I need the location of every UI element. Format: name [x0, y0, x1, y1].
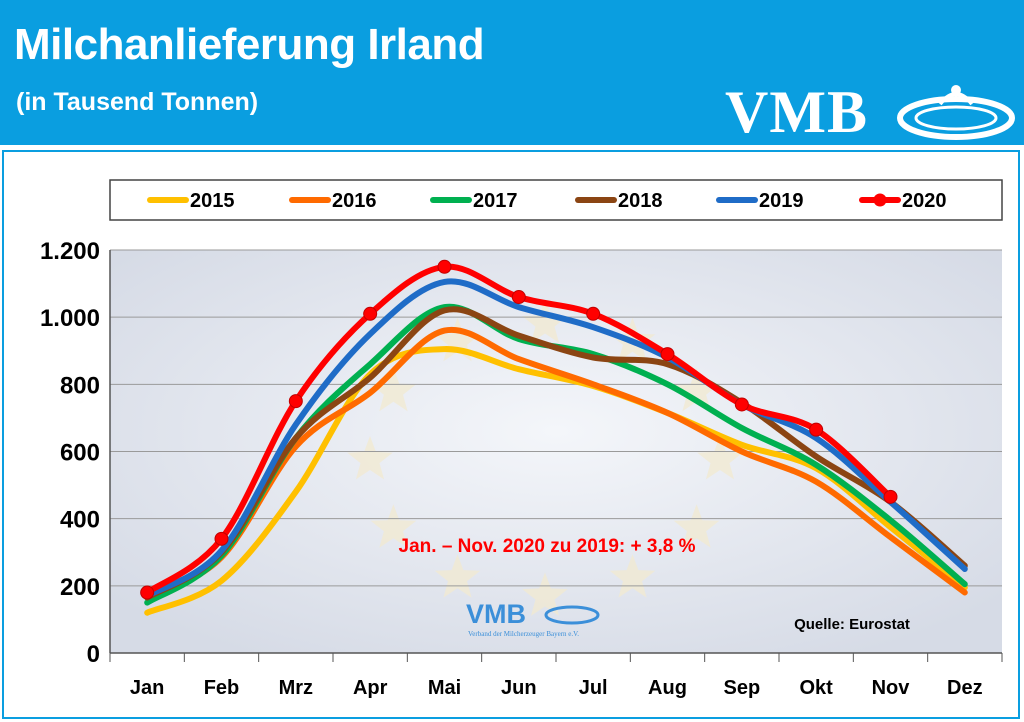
eu-star — [697, 436, 743, 480]
eu-star — [522, 299, 568, 343]
eu-star — [370, 504, 417, 548]
data-point-2020 — [660, 347, 675, 362]
series-line-2020 — [144, 263, 894, 596]
x-axis-tick-labels: Jan Feb Mrz Apr Mai Jun Jul Aug Sep Okt Nov Dez — [130, 677, 983, 699]
data-point-2020 — [809, 422, 824, 437]
watermark-logo-text: VMB — [466, 599, 526, 629]
x-tick-label: Dez — [947, 677, 983, 699]
series-line-2019 — [144, 278, 968, 599]
legend-item-2018: 2018 — [575, 190, 663, 212]
x-tick-label: Jan — [130, 677, 164, 699]
y-tick-label: 0 — [87, 641, 100, 668]
x-tick-label: Feb — [204, 677, 240, 699]
data-point-2020 — [511, 290, 526, 305]
data-point-2020 — [363, 306, 378, 321]
data-point-2020 — [586, 306, 601, 321]
chart-title: Milchanlieferung Irland — [14, 20, 485, 69]
y-tick-label: 600 — [60, 440, 100, 467]
x-tick-label: Aug — [648, 677, 687, 699]
legend-item-2020: 2020 — [859, 190, 947, 212]
x-tick-label: Sep — [723, 677, 760, 699]
data-point-2020 — [734, 397, 749, 412]
eu-star — [370, 367, 417, 412]
legend-label: 2015 — [190, 190, 235, 212]
comparison-annotation: Jan. – Nov. 2020 zu 2019: + 3,8 % — [399, 536, 696, 557]
x-tick-label: Jun — [501, 677, 537, 699]
x-tick-label: Mai — [428, 677, 461, 699]
data-point-2020 — [883, 489, 898, 504]
eu-star — [609, 554, 656, 598]
legend-label: 2019 — [759, 190, 804, 212]
data-point-2020 — [214, 531, 229, 546]
x-tick-label: Jul — [579, 677, 608, 699]
legend-item-2019: 2019 — [716, 190, 804, 212]
vmb-swoosh-icon — [897, 85, 1015, 140]
x-tick-label: Okt — [799, 677, 833, 699]
x-tick-label: Mrz — [279, 677, 313, 699]
vmb-logo: VMB — [725, 79, 868, 145]
eu-star — [434, 317, 481, 362]
x-axis-ticks — [109, 653, 1003, 662]
y-tick-label: 800 — [60, 372, 100, 399]
data-point-2020 — [288, 394, 303, 409]
source-label: Quelle: Eurostat — [794, 616, 910, 633]
legend-label: 2017 — [473, 190, 518, 212]
y-axis-tick-labels: 0 200 400 600 800 1.000 1.200 — [40, 238, 100, 668]
watermark-tagline: Verband der Milcherzeuger Bayern e.V. — [468, 630, 579, 638]
legend-label: 2016 — [332, 190, 377, 212]
y-tick-label: 400 — [60, 507, 100, 534]
legend: 2015 2016 2017 2018 2019 2020 — [147, 190, 947, 212]
header-banner: Milchanlieferung Irland (in Tausend Tonn… — [0, 0, 1024, 145]
y-tick-label: 200 — [60, 574, 100, 601]
legend-item-2015: 2015 — [147, 190, 235, 212]
y-tick-label: 1.000 — [40, 305, 100, 332]
legend-item-2016: 2016 — [289, 190, 377, 212]
watermark-logo: VMB Verband der Milcherzeuger Bayern e.V… — [466, 599, 600, 638]
legend-label: 2018 — [618, 190, 663, 212]
legend-label: 2020 — [902, 190, 947, 212]
series-line-2018 — [144, 306, 968, 601]
eu-star — [347, 436, 393, 480]
eu-star — [673, 504, 720, 548]
series-layer — [140, 259, 968, 616]
watermark-swoosh-icon — [544, 605, 600, 625]
x-tick-label: Nov — [872, 677, 911, 699]
eu-star — [522, 572, 568, 616]
legend-marker — [873, 193, 887, 207]
data-point-2020 — [437, 259, 452, 274]
x-tick-label: Apr — [353, 677, 388, 699]
data-point-2020 — [140, 585, 155, 600]
y-tick-label: 1.200 — [40, 238, 100, 265]
eu-star — [673, 367, 720, 412]
eu-star — [434, 554, 481, 598]
legend-box — [109, 179, 1003, 221]
chart-subtitle: (in Tausend Tonnen) — [16, 88, 259, 116]
legend-item-2017: 2017 — [430, 190, 518, 212]
